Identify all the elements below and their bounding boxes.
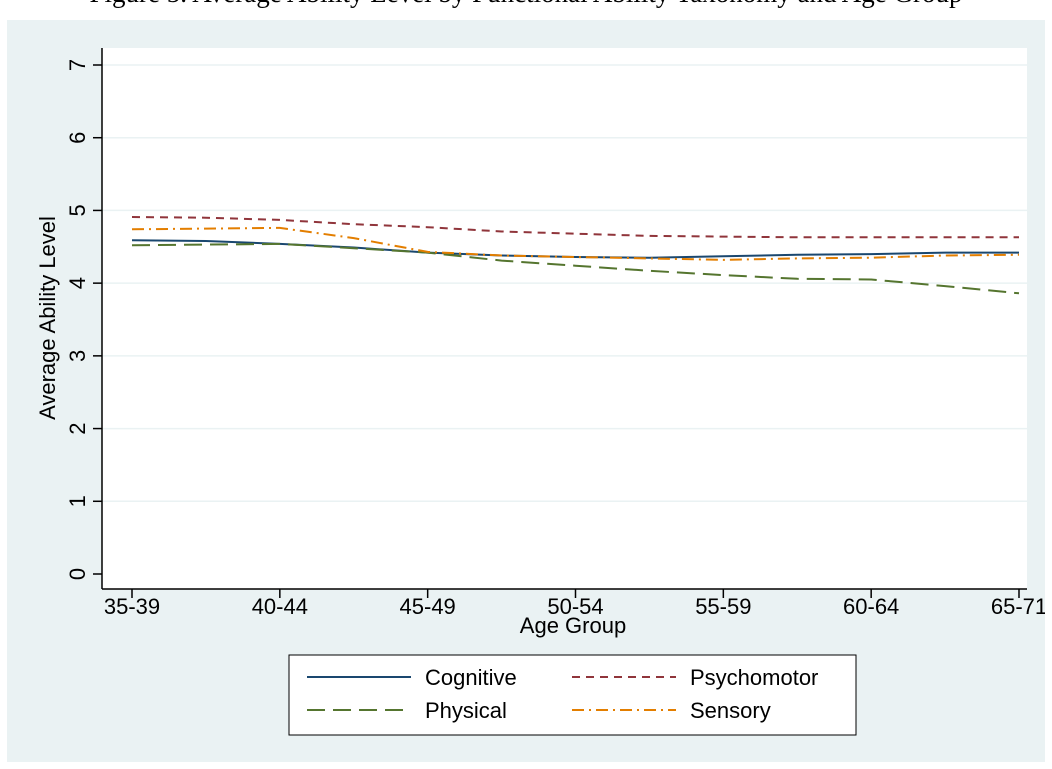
- y-tick-label: 4: [65, 277, 90, 289]
- x-tick-label: 50-54: [547, 594, 603, 619]
- legend-box: [288, 654, 857, 736]
- plot-area: [102, 48, 1027, 589]
- x-tick-label: 60-64: [843, 594, 899, 619]
- series-line-physical: [131, 242, 1020, 295]
- legend-label: Cognitive: [425, 665, 517, 690]
- x-tick-label: 55-59: [695, 594, 751, 619]
- y-axis-title: Average Ability Level: [35, 216, 60, 420]
- y-tick-label: 5: [65, 204, 90, 216]
- chart-frame: 0 1 2 3 4 5 6 7 35-39 40-44 45-49 50-54 55-59 60-64 6…: [7, 20, 1047, 762]
- x-tick-label: 45-49: [400, 594, 456, 619]
- series-line-sensory: [131, 226, 1020, 261]
- y-tick-label: 1: [65, 495, 90, 507]
- y-tick-label: 0: [65, 568, 90, 580]
- series-lines: [131, 216, 1020, 295]
- x-tick-label: 35-39: [104, 594, 160, 619]
- x-axis-ticks: 35-39 40-44 45-49 50-54 55-59 60-64 65-71: [104, 589, 1047, 619]
- legend-label: Psychomotor: [690, 665, 818, 690]
- y-tick-label: 2: [65, 422, 90, 434]
- gridlines: [102, 64, 1027, 503]
- y-axis-ticks: 0 1 2 3 4 5 6 7: [65, 59, 102, 580]
- x-tick-label: 65-71: [991, 594, 1045, 619]
- y-tick-label: 3: [65, 350, 90, 362]
- line-chart: 0 1 2 3 4 5 6 7 35-39 40-44 45-49 50-54 55-59 60-64 6…: [35, 48, 1047, 736]
- y-tick-label: 7: [65, 59, 90, 71]
- legend: Cognitive Psychomotor Physical Sensory: [288, 654, 857, 736]
- x-axis-title: Age Group: [520, 613, 626, 638]
- legend-label: Physical: [425, 698, 507, 723]
- x-tick-label: 40-44: [252, 594, 308, 619]
- figure-caption: Figure 5. Average Ability Level by Funct…: [0, 0, 1052, 9]
- y-tick-label: 6: [65, 132, 90, 144]
- legend-label: Sensory: [690, 698, 771, 723]
- series-line-psychomotor: [131, 216, 1019, 239]
